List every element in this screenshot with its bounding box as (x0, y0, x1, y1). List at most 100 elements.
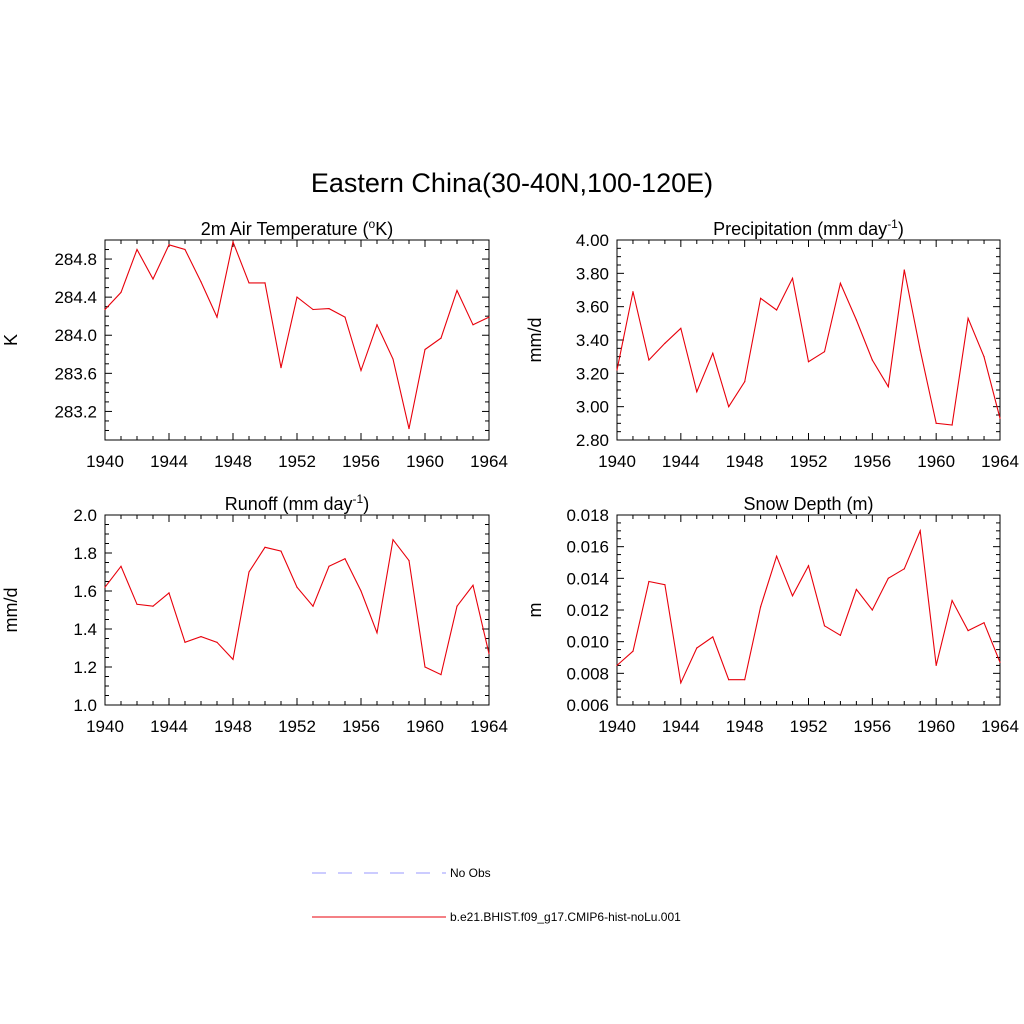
x-tick-label: 1944 (150, 452, 188, 471)
data-point (648, 580, 650, 583)
data-point (807, 565, 810, 567)
data-point (456, 605, 458, 607)
x-tick-label: 1956 (342, 452, 380, 471)
x-tick-label: 1940 (86, 717, 124, 736)
data-point (680, 327, 682, 329)
data-point (951, 599, 953, 602)
data-point (152, 278, 154, 280)
data-point (967, 629, 969, 632)
data-point (280, 367, 282, 369)
data-point (488, 316, 490, 318)
x-tick-label: 1944 (150, 717, 188, 736)
x-tick-label: 1944 (662, 452, 700, 471)
y-tick-label: 284.0 (54, 326, 97, 345)
x-tick-label: 1952 (790, 717, 828, 736)
chart-panel-temperature: 1940 1944 1948 1952 1956 1960 1964 283.2 283.6 28… (1, 217, 508, 471)
data-point (408, 427, 410, 430)
data-point (999, 661, 1001, 663)
data-point (616, 369, 618, 371)
y-tick-label: 3.80 (576, 264, 609, 283)
data-point (983, 622, 985, 624)
x-tick-label: 1956 (342, 717, 380, 736)
data-point (855, 588, 857, 591)
panel-title-runoff: Runoff (mm day-1) (225, 492, 369, 514)
data-point (935, 664, 937, 667)
data-point (632, 650, 634, 652)
y-tick-label: 0.006 (566, 696, 609, 715)
data-point (791, 277, 794, 279)
x-tick-label: 1960 (406, 717, 444, 736)
x-tick-label: 1952 (278, 452, 316, 471)
data-point (664, 584, 666, 586)
data-point (903, 269, 905, 271)
plot-frame (616, 514, 1001, 706)
data-point (775, 555, 778, 557)
data-point (280, 550, 282, 552)
series-line-runoff (104, 538, 490, 676)
data-point (967, 317, 969, 319)
data-point (168, 592, 170, 594)
x-tick-label: 1940 (598, 717, 636, 736)
data-point (200, 281, 202, 283)
data-point (488, 653, 490, 655)
data-point (728, 406, 730, 408)
x-tick-label: 1948 (214, 717, 252, 736)
data-point (360, 590, 362, 592)
y-tick-label: 2.80 (576, 431, 609, 450)
data-point (744, 381, 746, 383)
x-tick-label: 1964 (981, 717, 1019, 736)
x-tick-label: 1956 (853, 452, 891, 471)
x-tick-label: 1960 (917, 717, 955, 736)
series-line-precipitation (616, 269, 1001, 426)
data-point (376, 632, 378, 634)
data-point (216, 316, 218, 318)
x-tick-label: 1948 (214, 452, 252, 471)
y-axis-label: mm/d (1, 588, 21, 633)
data-point (648, 359, 650, 361)
data-point (760, 297, 762, 299)
y-tick-label: 284.8 (54, 250, 97, 269)
data-point (312, 605, 314, 607)
y-tick-label: 1.2 (73, 658, 97, 677)
data-point (696, 391, 698, 393)
data-point (823, 625, 826, 627)
data-point (200, 636, 202, 638)
y-tick-label: 283.2 (54, 402, 97, 421)
x-tick-label: 1952 (278, 717, 316, 736)
data-point (360, 369, 362, 372)
y-tick-label: 284.4 (54, 288, 97, 307)
y-axis-label: K (1, 334, 21, 346)
data-point (919, 530, 921, 532)
data-point (392, 358, 394, 360)
y-tick-label: 283.6 (54, 364, 97, 383)
data-point (168, 244, 170, 246)
chart-panels: 1940 1944 1948 1952 1956 1960 1964 283.2 283.6 28… (1, 217, 1019, 736)
data-point (887, 386, 889, 388)
x-tick-label: 1948 (726, 717, 764, 736)
y-axis-label: mm/d (525, 318, 545, 363)
data-point (791, 595, 794, 597)
y-tick-label: 0.010 (566, 633, 609, 652)
x-tick-label: 1960 (917, 452, 955, 471)
data-point (744, 679, 746, 681)
y-tick-label: 0.012 (566, 601, 609, 620)
y-tick-label: 1.8 (73, 544, 97, 563)
x-tick-label: 1940 (86, 452, 124, 471)
series-line-temperature (104, 239, 490, 429)
data-point (152, 605, 154, 607)
y-tick-label: 2.0 (73, 506, 97, 525)
y-tick-label: 4.00 (576, 231, 609, 250)
y-tick-label: 0.018 (566, 506, 609, 525)
data-point (903, 568, 905, 570)
data-point (232, 658, 234, 661)
data-point (216, 641, 218, 643)
data-point (680, 682, 682, 684)
y-tick-label: 3.20 (576, 364, 609, 383)
data-point (296, 586, 298, 588)
data-point (871, 359, 873, 361)
y-tick-label: 3.40 (576, 331, 609, 350)
plot-frame (104, 239, 490, 441)
data-point (712, 636, 714, 638)
data-point (935, 422, 937, 424)
legend-label-obs: No Obs (450, 866, 491, 880)
